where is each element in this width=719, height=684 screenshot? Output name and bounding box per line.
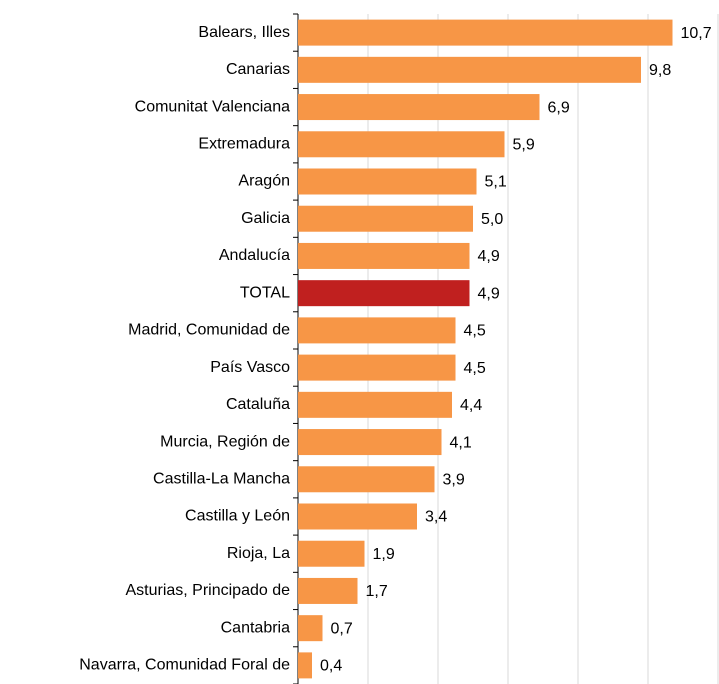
- bar: [298, 131, 505, 158]
- bar: [298, 242, 470, 269]
- y-tick-label: Murcia, Región de: [160, 433, 290, 450]
- y-tick-label: Madrid, Comunidad de: [128, 322, 290, 339]
- value-label: 6,9: [548, 99, 570, 116]
- value-label: 4,5: [464, 323, 486, 340]
- bar: [298, 429, 442, 456]
- value-label: 5,1: [485, 174, 507, 191]
- y-tick-label: Rioja, La: [227, 545, 290, 562]
- y-tick-label: TOTAL: [240, 284, 290, 301]
- value-label: 3,9: [443, 471, 465, 488]
- bar: [298, 615, 323, 642]
- y-tick-label: Canarias: [226, 61, 290, 78]
- y-tick-label: Cantabria: [221, 619, 290, 636]
- y-tick-label: Balears, Illes: [198, 24, 290, 41]
- value-label: 0,7: [331, 620, 353, 637]
- value-label: 10,7: [681, 25, 712, 42]
- bar: [298, 317, 456, 344]
- y-tick-label: Castilla-La Mancha: [153, 470, 290, 487]
- bar: [298, 168, 477, 195]
- y-tick-label: Cataluña: [226, 396, 290, 413]
- y-tick-label: Aragón: [238, 173, 290, 190]
- value-label: 9,8: [649, 62, 671, 79]
- y-tick-label: País Vasco: [210, 359, 290, 376]
- bar: [298, 56, 641, 83]
- y-tick-label: Comunitat Valenciana: [135, 98, 290, 115]
- bar: [298, 391, 452, 418]
- value-label: 4,9: [478, 285, 500, 302]
- value-label: 4,9: [478, 248, 500, 265]
- bar: [298, 205, 473, 232]
- y-tick-label: Navarra, Comunidad Foral de: [79, 657, 290, 674]
- value-label: 3,4: [425, 509, 447, 526]
- y-tick-label: Extremadura: [198, 135, 290, 152]
- value-label: 5,9: [513, 136, 535, 153]
- y-tick-label: Galicia: [241, 210, 290, 227]
- value-label: 4,4: [460, 397, 482, 414]
- bar: [298, 94, 540, 121]
- y-tick-label: Castilla y León: [185, 508, 290, 525]
- value-label: 0,4: [320, 658, 342, 675]
- bar: [298, 466, 435, 493]
- bar: [298, 280, 470, 307]
- value-label: 4,1: [450, 434, 472, 451]
- bar: [298, 540, 365, 567]
- value-label: 5,0: [481, 211, 503, 228]
- value-label: 1,7: [366, 583, 388, 600]
- value-label: 1,9: [373, 546, 395, 563]
- bar: [298, 577, 358, 604]
- y-tick-label: Asturias, Principado de: [125, 582, 290, 599]
- bar: [298, 354, 456, 381]
- bar: [298, 503, 417, 530]
- y-tick-label: Andalucía: [219, 247, 290, 264]
- bar: [298, 652, 312, 679]
- bar: [298, 19, 673, 46]
- value-label: 4,5: [464, 360, 486, 377]
